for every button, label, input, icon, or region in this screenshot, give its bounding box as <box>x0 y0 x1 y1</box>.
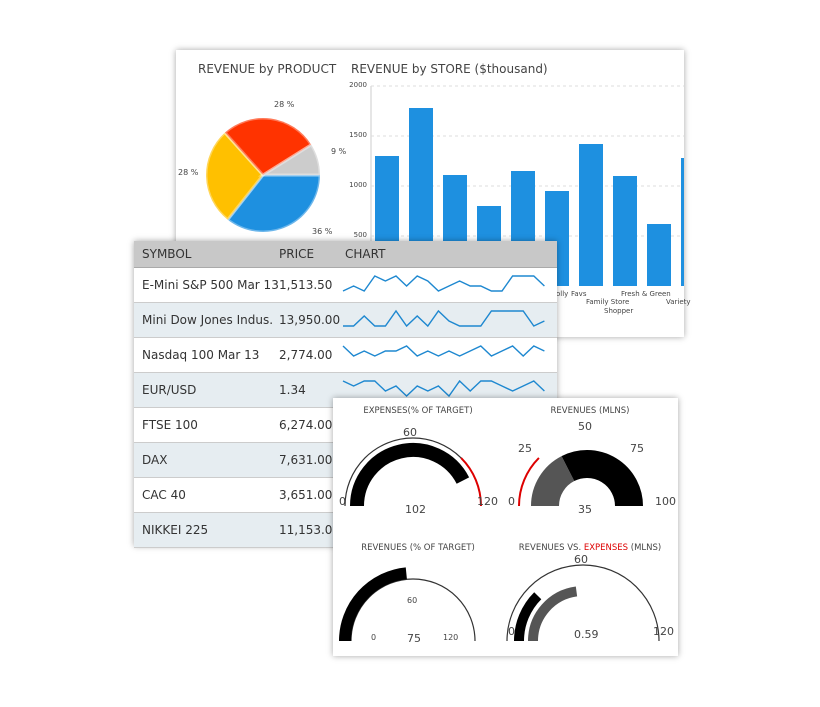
symbol-cell: DAX <box>142 453 168 467</box>
price-cell: 1.34 <box>279 383 306 397</box>
gauge-max: 100 <box>655 495 676 508</box>
symbol-cell: CAC 40 <box>142 488 186 502</box>
sparkline <box>342 275 545 292</box>
gauge-value-bar <box>339 567 408 642</box>
category-label: Shopper <box>604 307 634 315</box>
y-tick-label: 500 <box>353 231 367 239</box>
bar <box>681 158 684 286</box>
symbol-cell: EUR/USD <box>142 383 197 397</box>
category-label: Fresh & Green <box>621 290 671 298</box>
pie-slice <box>204 130 265 222</box>
sparkline-line <box>343 309 545 328</box>
gauge-max: 120 <box>443 633 459 642</box>
sparkline-line <box>342 275 545 292</box>
bar <box>647 224 671 286</box>
gauge-title-part: EXPENSES <box>583 543 629 553</box>
table-row[interactable]: Mini Dow Jones Indus. 13,950.00 <box>134 303 557 338</box>
pie-label: 28 % <box>178 168 199 177</box>
header-symbol[interactable]: SYMBOL <box>142 247 192 261</box>
gauge-revenue-bar <box>514 592 542 642</box>
gauge-q3: 75 <box>630 442 644 455</box>
pie-label: 9 % <box>331 147 347 156</box>
header-price[interactable]: PRICE <box>279 247 315 261</box>
gauge-remaining-bar <box>561 450 643 507</box>
y-tick-label: 1000 <box>349 181 367 189</box>
gauge-title: REVENUES VS. EXPENSES (MLNS) <box>505 543 675 553</box>
price-cell: 6,274.00 <box>279 418 333 432</box>
bar <box>613 176 637 286</box>
gauges-svg <box>339 437 660 642</box>
price-cell: 3,651.00 <box>279 488 333 502</box>
gauge-min: 0 <box>371 633 377 642</box>
pie-title: REVENUE by PRODUCT <box>198 62 337 76</box>
gauges-card: EXPENSES(% OF TARGET) 60 0 120 102 REVENUES (… <box>333 398 678 656</box>
pie-label: 36 % <box>312 227 333 236</box>
gauge-title: REVENUES (% OF TARGET) <box>361 543 475 553</box>
symbol-cell: E-Mini S&P 500 Mar 13 <box>142 278 279 292</box>
gauge-value-bar <box>350 443 470 507</box>
symbol-cell: FTSE 100 <box>142 418 198 432</box>
pie-label: 28 % <box>274 100 295 109</box>
sparkline <box>342 345 545 357</box>
category-label: Variety <box>666 298 691 306</box>
table-header: SYMBOL PRICE CHART <box>134 241 557 269</box>
category-label: olly <box>556 290 569 298</box>
symbol-cell: Nasdaq 100 Mar 13 <box>142 348 260 362</box>
header-chart[interactable]: CHART <box>345 247 386 261</box>
price-cell: 11,153.00 <box>279 523 341 537</box>
category-label: Favs <box>571 290 587 298</box>
gauge-max: 120 <box>653 625 674 638</box>
symbol-cell: Mini Dow Jones Indus. <box>142 313 274 327</box>
gauge-mid: 60 <box>407 596 418 605</box>
gauge-value-label: 35 <box>578 503 592 516</box>
gauge-min: 0 <box>508 495 515 508</box>
pie-slice <box>225 173 322 234</box>
gauge-title-part: (MLNS) <box>628 543 662 553</box>
sparkline <box>342 379 545 398</box>
gauge-title-part: REVENUES VS. <box>518 543 584 553</box>
symbol-cell: NIKKEI 225 <box>142 523 209 537</box>
bar-title: REVENUE by STORE ($thousand) <box>351 62 548 76</box>
table-row[interactable]: E-Mini S&P 500 Mar 13 1,513.50 <box>134 268 557 303</box>
pie-slice <box>222 116 314 177</box>
gauge-scale <box>350 578 476 642</box>
price-cell: 7,631.00 <box>279 453 333 467</box>
sparkline-line <box>342 379 545 398</box>
sparkline-line <box>342 345 545 357</box>
gauge-value-label: 75 <box>407 632 421 645</box>
y-tick-label: 1500 <box>349 131 367 139</box>
gauge-mid: 60 <box>403 426 417 439</box>
gauge-title: REVENUES (MLNS) <box>550 406 630 416</box>
sparkline <box>343 309 545 328</box>
gauge-scale <box>506 564 660 642</box>
gauge-red-range <box>460 457 482 507</box>
gauge-title: EXPENSES(% OF TARGET) <box>363 406 473 416</box>
gauge-mid: 60 <box>574 553 588 566</box>
table-row[interactable]: Nasdaq 100 Mar 13 2,774.00 <box>134 338 557 373</box>
gauge-value-label: 0.59 <box>574 628 599 641</box>
gauge-q1: 25 <box>518 442 532 455</box>
price-cell: 13,950.00 <box>279 313 341 327</box>
price-cell: 1,513.50 <box>279 278 333 292</box>
y-tick-label: 2000 <box>349 81 367 89</box>
category-label: Family Store <box>586 298 630 306</box>
gauge-value-bar <box>531 456 576 507</box>
gauge-min: 0 <box>508 625 515 638</box>
pie-chart <box>204 85 684 286</box>
gauge-max: 120 <box>477 495 498 508</box>
bar <box>579 144 603 286</box>
gauge-min: 0 <box>339 495 346 508</box>
gauge-value-label: 102 <box>405 503 426 516</box>
price-cell: 2,774.00 <box>279 348 333 362</box>
gauge-red-range <box>518 457 540 507</box>
pie-slice <box>257 142 322 177</box>
gauge-mid: 50 <box>578 420 592 433</box>
gauge-expense-bar <box>528 586 578 642</box>
